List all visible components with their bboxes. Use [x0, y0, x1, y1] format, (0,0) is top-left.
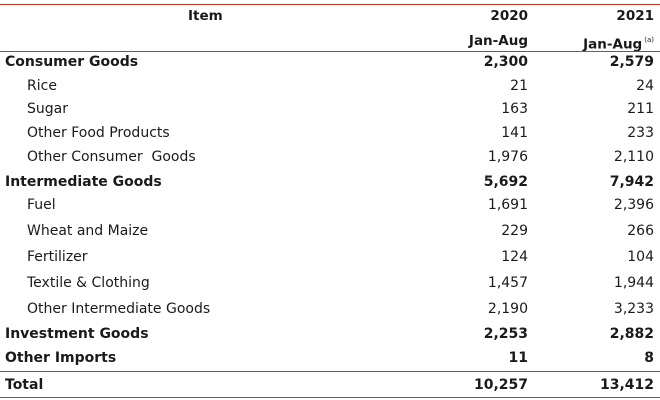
- row-value-2021: 2,882: [609, 326, 654, 342]
- row-value-2021: 8: [644, 350, 654, 366]
- row-value-2020: 163: [501, 101, 528, 117]
- row-value-2020: 124: [501, 249, 528, 265]
- header-period-2021: Jan-Aug (a): [583, 32, 654, 54]
- row-label: Other Consumer Goods: [27, 149, 196, 165]
- row-value-2020: 1,691: [487, 197, 528, 213]
- row-value-2021: 13,412: [599, 377, 654, 393]
- row-label: Investment Goods: [5, 326, 149, 342]
- row-value-2021: 24: [636, 78, 654, 94]
- row-value-2021: 2,579: [609, 54, 654, 70]
- row-value-2020: 2,300: [483, 54, 528, 70]
- table-bottom-rule: [0, 397, 660, 398]
- row-label: Fertilizer: [27, 249, 88, 265]
- table-top-rule: [0, 4, 660, 5]
- header-item: Item: [188, 8, 223, 24]
- row-value-2020: 10,257: [473, 377, 528, 393]
- header-year-2020: 2020: [490, 8, 528, 24]
- row-value-2020: 141: [501, 125, 528, 141]
- row-value-2021: 2,396: [613, 197, 654, 213]
- row-label: Consumer Goods: [5, 54, 139, 70]
- row-label: Total: [5, 377, 44, 393]
- row-value-2020: 5,692: [483, 174, 528, 190]
- header-year-2021: 2021: [616, 8, 654, 24]
- row-label: Intermediate Goods: [5, 174, 162, 190]
- total-top-rule: [0, 371, 660, 372]
- row-label: Rice: [27, 78, 57, 94]
- footnote-marker: (a): [644, 36, 654, 44]
- row-value-2020: 229: [501, 223, 528, 239]
- row-label: Other Intermediate Goods: [27, 301, 211, 317]
- row-value-2020: 2,253: [483, 326, 528, 342]
- header-period-2021-text: Jan-Aug: [583, 36, 643, 53]
- header-period-2020: Jan-Aug: [468, 33, 528, 49]
- row-value-2021: 266: [627, 223, 654, 239]
- row-label: Sugar: [27, 101, 68, 117]
- row-value-2020: 21: [510, 78, 528, 94]
- row-label: Fuel: [27, 197, 56, 213]
- header-bottom-rule: [0, 51, 660, 52]
- row-value-2021: 211: [627, 101, 654, 117]
- row-label: Textile & Clothing: [27, 275, 150, 291]
- row-value-2020: 1,457: [487, 275, 528, 291]
- row-value-2020: 11: [508, 350, 528, 366]
- row-value-2021: 104: [627, 249, 654, 265]
- row-value-2021: 233: [627, 125, 654, 141]
- row-label: Other Imports: [5, 350, 117, 366]
- row-value-2020: 2,190: [487, 301, 528, 317]
- row-value-2021: 7,942: [609, 174, 654, 190]
- row-label: Wheat and Maize: [27, 223, 149, 239]
- row-value-2021: 3,233: [613, 301, 654, 317]
- row-label: Other Food Products: [27, 125, 170, 141]
- row-value-2021: 1,944: [613, 275, 654, 291]
- row-value-2021: 2,110: [613, 149, 654, 165]
- row-value-2020: 1,976: [487, 149, 528, 165]
